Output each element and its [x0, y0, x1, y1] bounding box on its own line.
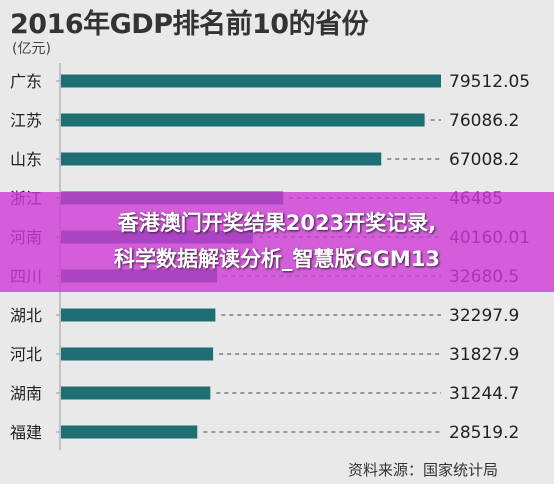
value-label: 31244.7: [449, 384, 519, 404]
overlay-banner: 香港澳门开奖结果2023开奖记录, 科学数据解读分析_智慧版GGM13: [0, 192, 554, 292]
source-note: 资料来源：国家统计局: [348, 461, 499, 479]
bar: [61, 347, 214, 361]
overlay-line-2: 科学数据解读分析_智慧版GGM13: [113, 247, 441, 271]
category-label: 广东: [10, 72, 42, 91]
value-label: 79512.05: [449, 72, 530, 92]
category-label: 山东: [10, 150, 42, 169]
category-label: 湖南: [10, 384, 42, 403]
bar: [61, 308, 216, 322]
bar: [61, 74, 441, 88]
value-label: 28519.2: [449, 423, 519, 443]
unit-label: (亿元): [12, 41, 51, 57]
value-label: 67008.2: [449, 150, 519, 170]
bar: [61, 425, 198, 439]
value-label: 32297.9: [449, 306, 519, 326]
category-label: 江苏: [10, 111, 42, 130]
overlay-line-1: 香港澳门开奖结果2023开奖记录,: [117, 211, 437, 235]
chart-title: 2016年GDP排名前10的省份: [10, 9, 369, 40]
bar: [61, 386, 211, 400]
category-label: 河北: [10, 345, 42, 364]
value-label: 76086.2: [449, 111, 519, 131]
category-label: 福建: [10, 423, 42, 442]
bar: [61, 113, 425, 127]
value-label: 31827.9: [449, 345, 519, 365]
category-label: 湖北: [10, 306, 42, 325]
bar: [61, 152, 382, 166]
